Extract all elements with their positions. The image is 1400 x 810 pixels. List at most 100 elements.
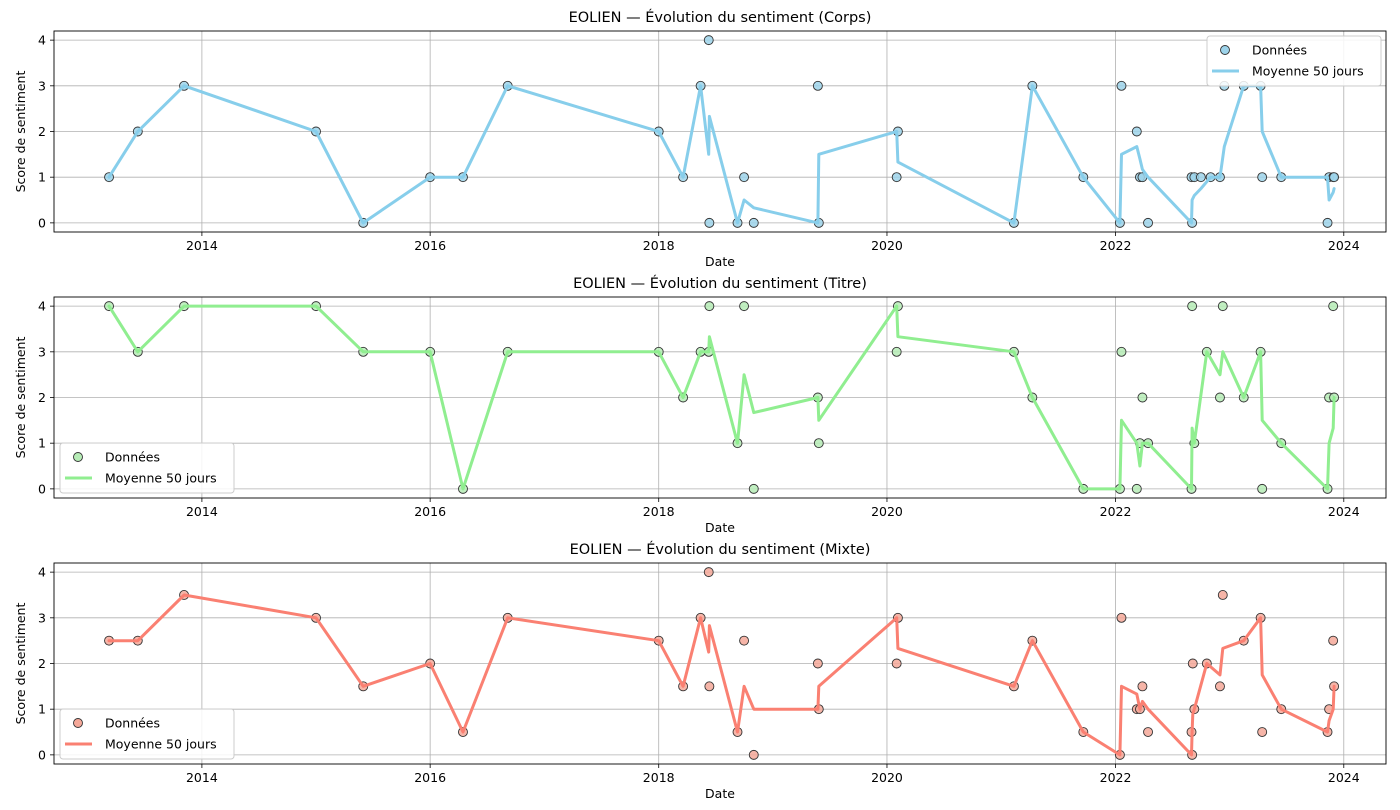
- data-point: [703, 35, 714, 46]
- moving-average-line: [107, 593, 1336, 757]
- legend-label: Moyenne 50 jours: [105, 737, 217, 752]
- plot-frame: [53, 30, 1387, 233]
- data-point: [1215, 681, 1225, 692]
- y-tick-label: 3: [38, 344, 46, 359]
- x-tick-label: 2024: [1328, 238, 1360, 253]
- data-point: [739, 635, 750, 646]
- x-tick-label: 2014: [186, 238, 218, 253]
- y-tick-label: 3: [38, 78, 46, 93]
- x-tick-label: 2024: [1328, 770, 1360, 785]
- data-point: [1328, 301, 1339, 312]
- y-tick-label: 1: [38, 170, 46, 185]
- data-point: [748, 749, 759, 760]
- data-point: [1137, 681, 1148, 692]
- moving-average-line: [107, 84, 1336, 225]
- x-tick-label: 2020: [871, 770, 903, 785]
- data-point: [1322, 217, 1333, 228]
- data-point: [704, 217, 715, 228]
- legend-marker-points: [73, 718, 83, 728]
- x-tick-label: 2014: [186, 770, 218, 785]
- legend: Données Moyenne 50 jours: [59, 442, 235, 494]
- x-axis-label: Date: [705, 254, 735, 269]
- y-tick-label: 2: [38, 124, 46, 139]
- x-tick-label: 2022: [1100, 770, 1132, 785]
- chart-title: EOLIEN — Évolution du sentiment (Mixte): [570, 541, 871, 558]
- data-point: [704, 681, 715, 692]
- data-point: [1215, 392, 1225, 403]
- data-point: [748, 483, 759, 494]
- data-point: [812, 80, 823, 91]
- data-point: [1143, 727, 1154, 737]
- data-point: [1116, 612, 1127, 623]
- data-point: [1257, 727, 1268, 737]
- legend-label: Données: [1252, 43, 1307, 58]
- data-point: [1137, 392, 1148, 403]
- data-point: [1131, 126, 1142, 137]
- moving-average-line: [107, 304, 1336, 491]
- data-point: [1195, 172, 1206, 183]
- data-point: [891, 172, 902, 183]
- y-tick-label: 0: [38, 747, 46, 762]
- chart-title: EOLIEN — Évolution du sentiment (Titre): [573, 275, 867, 292]
- data-point: [1217, 301, 1228, 312]
- y-tick-label: 0: [38, 215, 46, 230]
- chart-title: EOLIEN — Évolution du sentiment (Corps): [569, 9, 872, 26]
- data-point: [1187, 301, 1198, 312]
- data-point: [1329, 172, 1340, 183]
- legend-box: [1206, 35, 1382, 87]
- legend-box: [59, 442, 235, 494]
- legend-label: Moyenne 50 jours: [1252, 64, 1364, 79]
- x-tick-label: 2018: [643, 504, 675, 519]
- chart-panel-3: EOLIEN — Évolution du sentiment (Mixte) 0…: [13, 541, 1387, 801]
- data-point: [1143, 217, 1154, 228]
- x-tick-label: 2024: [1328, 504, 1360, 519]
- legend-label: Moyenne 50 jours: [105, 471, 217, 486]
- data-point: [704, 301, 715, 312]
- y-tick-label: 2: [38, 656, 46, 671]
- plot-frame: [53, 562, 1387, 765]
- data-point: [1217, 590, 1228, 600]
- data-point: [891, 346, 902, 357]
- chart-panel-2: EOLIEN — Évolution du sentiment (Titre) 0…: [13, 275, 1387, 535]
- data-point: [1187, 658, 1198, 669]
- data-point: [812, 658, 823, 669]
- y-tick-label: 4: [38, 33, 46, 48]
- y-axis-label: Score de sentiment: [13, 337, 28, 459]
- chart-panel-1: EOLIEN — Évolution du sentiment (Corps) 0…: [13, 9, 1387, 269]
- y-tick-label: 3: [38, 610, 46, 625]
- y-axis-label: Score de sentiment: [13, 603, 28, 725]
- x-tick-label: 2016: [414, 770, 446, 785]
- data-point: [739, 172, 750, 183]
- y-tick-label: 1: [38, 436, 46, 451]
- data-point: [1131, 483, 1142, 494]
- y-tick-label: 4: [38, 565, 46, 580]
- x-tick-label: 2014: [186, 504, 218, 519]
- x-tick-label: 2020: [871, 504, 903, 519]
- x-tick-label: 2016: [414, 238, 446, 253]
- data-point: [748, 217, 759, 228]
- x-tick-label: 2018: [643, 770, 675, 785]
- x-tick-label: 2022: [1100, 504, 1132, 519]
- y-tick-label: 2: [38, 390, 46, 405]
- y-tick-label: 0: [38, 481, 46, 496]
- x-axis-label: Date: [705, 786, 735, 801]
- y-axis-label: Score de sentiment: [13, 71, 28, 193]
- legend-marker-points: [73, 452, 83, 462]
- x-tick-label: 2020: [871, 238, 903, 253]
- x-tick-label: 2022: [1100, 238, 1132, 253]
- legend-label: Données: [105, 450, 160, 465]
- data-point: [1257, 172, 1268, 183]
- plot-frame: [53, 296, 1387, 499]
- data-point: [891, 658, 902, 669]
- data-point: [1328, 635, 1339, 646]
- legend-box: [59, 708, 235, 760]
- data-point: [1116, 80, 1127, 91]
- data-point: [703, 567, 714, 578]
- data-point: [1257, 483, 1268, 494]
- legend-marker-points: [1220, 45, 1230, 55]
- data-point: [1116, 346, 1127, 357]
- y-tick-label: 1: [38, 702, 46, 717]
- y-tick-label: 4: [38, 299, 46, 314]
- legend: Données Moyenne 50 jours: [59, 708, 235, 760]
